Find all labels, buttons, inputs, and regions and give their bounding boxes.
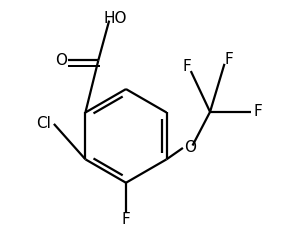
Text: O: O	[55, 53, 67, 68]
Text: F: F	[224, 52, 233, 67]
Text: HO: HO	[103, 11, 127, 26]
Text: O: O	[184, 140, 196, 156]
Text: F: F	[182, 59, 191, 74]
Text: Cl: Cl	[36, 116, 50, 131]
Text: F: F	[122, 212, 130, 227]
Text: F: F	[253, 104, 262, 119]
